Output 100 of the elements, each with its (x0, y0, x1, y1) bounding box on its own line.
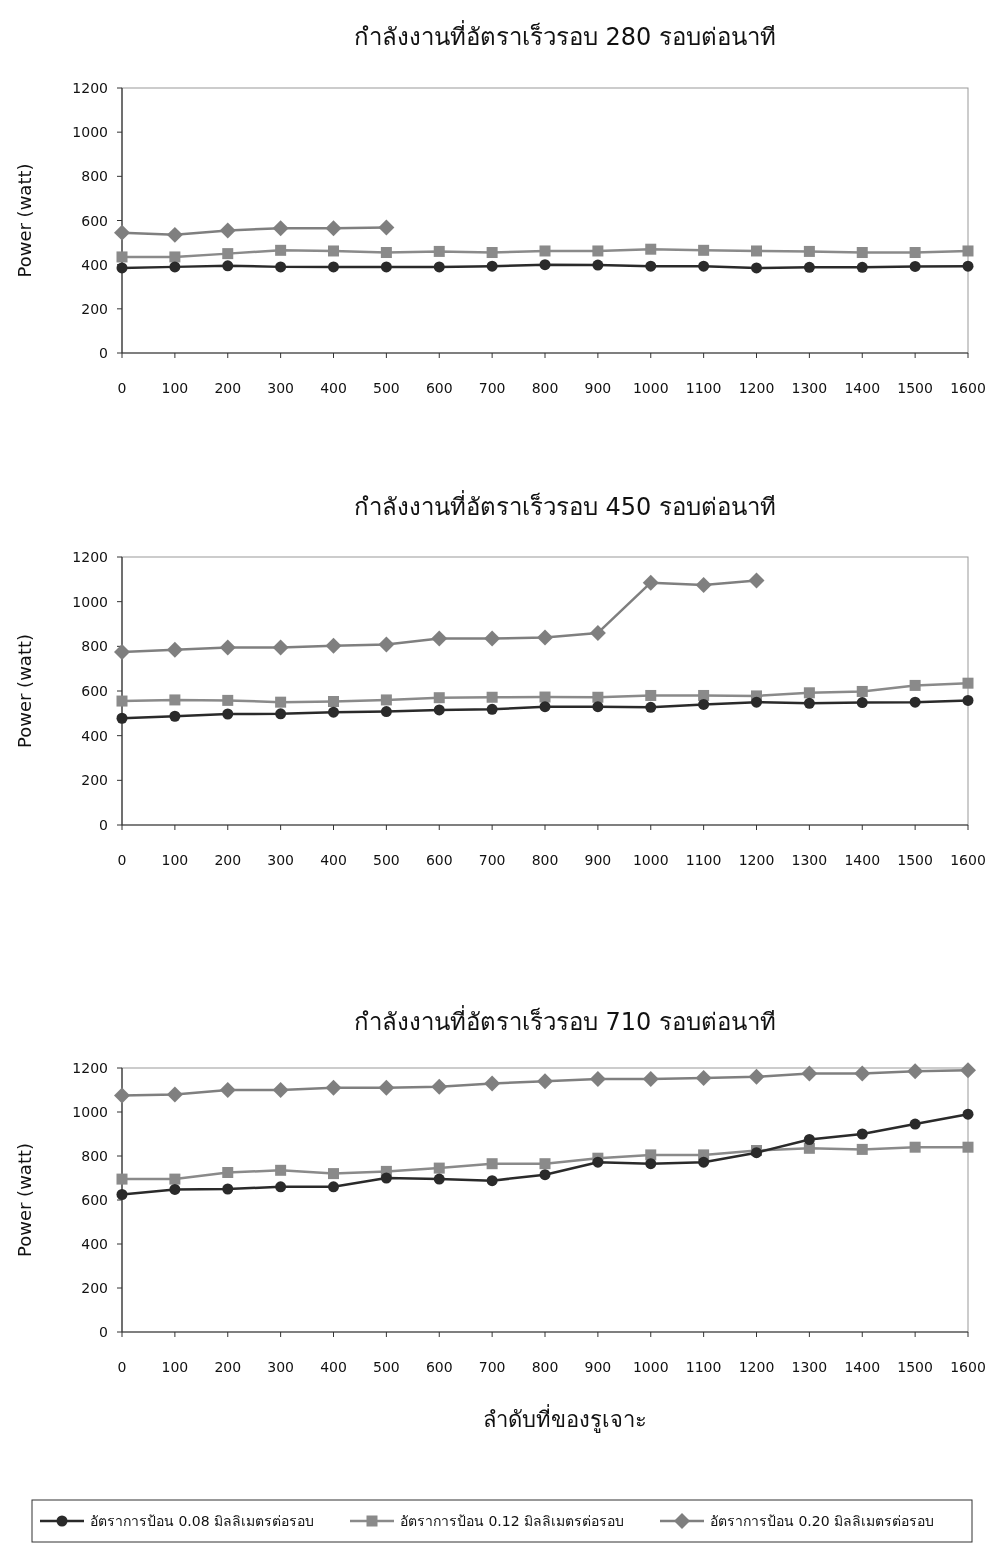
point (539, 259, 551, 271)
chart-title: กำลังงานที่อัตราเร็วรอบ 710 รอบต่อนาที (353, 1005, 777, 1036)
point (486, 260, 498, 272)
y-tick-label: 1200 (72, 549, 108, 565)
x-tick-label: 400 (320, 852, 347, 868)
point (433, 692, 445, 704)
point (803, 697, 815, 709)
point (380, 1172, 392, 1184)
point (589, 624, 606, 641)
point (380, 694, 392, 706)
y-tick-label: 600 (81, 212, 108, 229)
x-tick-label: 200 (214, 1359, 242, 1375)
point (116, 1173, 128, 1185)
point (962, 260, 974, 272)
y-axis-title: Power (watt) (14, 633, 35, 749)
x-tick-label: 900 (584, 852, 612, 868)
point (222, 1183, 234, 1195)
x-tick-label: 200 (214, 380, 242, 396)
point (909, 679, 921, 691)
x-tick-label: 1000 (632, 380, 669, 396)
point (539, 691, 551, 703)
y-tick-label: 200 (81, 772, 108, 789)
point (328, 696, 339, 707)
point (751, 245, 762, 257)
point (803, 687, 815, 699)
y-tick-label: 1000 (72, 593, 108, 610)
y-tick-label: 200 (81, 300, 108, 317)
x-tick-label: 1000 (632, 852, 669, 868)
point (328, 706, 339, 718)
point (484, 630, 501, 647)
point (433, 1173, 445, 1185)
point (275, 1164, 287, 1176)
point (169, 261, 181, 273)
point (803, 1142, 815, 1154)
y-tick-label: 400 (81, 727, 108, 744)
x-tick-label: 0 (117, 380, 127, 396)
point (856, 261, 868, 273)
point (539, 245, 551, 257)
point (325, 220, 342, 237)
point (484, 1075, 501, 1092)
y-axis-title: Power (watt) (14, 163, 35, 278)
point (275, 708, 287, 720)
x-tick-label: 800 (531, 1359, 559, 1375)
x-tick-label: 0 (117, 1359, 127, 1375)
y-axis-title: Power (watt) (14, 1142, 35, 1258)
point (328, 245, 339, 257)
point (909, 1141, 921, 1153)
point (748, 1068, 765, 1085)
y-tick-label: 600 (81, 683, 108, 699)
point (166, 1086, 183, 1103)
point (909, 260, 921, 272)
point (486, 1158, 498, 1170)
point (803, 1134, 815, 1145)
x-tick-label: 300 (267, 852, 294, 868)
point (114, 643, 130, 660)
point (962, 677, 974, 689)
point (222, 248, 234, 260)
point (169, 710, 181, 722)
point (962, 245, 974, 257)
x-tick-label: 500 (373, 380, 400, 396)
point (116, 262, 128, 274)
point (854, 1065, 871, 1082)
point (909, 696, 921, 708)
point (325, 637, 342, 654)
point (275, 261, 287, 273)
x-tick-label: 1000 (632, 1359, 669, 1375)
x-tick-label: 1100 (685, 380, 722, 396)
x-tick-label: 1500 (897, 1359, 933, 1375)
point (222, 694, 234, 706)
x-tick-label: 1600 (950, 852, 986, 868)
x-tick-label: 1300 (791, 852, 828, 868)
point (962, 694, 974, 706)
point (909, 1118, 921, 1130)
point (751, 696, 762, 708)
y-tick-label: 1200 (72, 80, 108, 96)
point (589, 1071, 606, 1087)
point (222, 1167, 234, 1178)
point (801, 1065, 818, 1082)
point (380, 247, 392, 259)
point (486, 1175, 498, 1187)
point (695, 576, 712, 593)
point (328, 1168, 339, 1180)
point (486, 691, 498, 703)
point (592, 701, 604, 713)
point (539, 1169, 551, 1181)
point (114, 1087, 130, 1104)
point (166, 641, 183, 658)
y-tick-label: 400 (81, 1236, 108, 1252)
x-tick-label: 1200 (738, 852, 775, 868)
x-tick-label: 1500 (897, 380, 933, 396)
point (431, 1078, 448, 1095)
x-tick-label: 400 (320, 1359, 347, 1375)
y-tick-label: 400 (81, 256, 108, 273)
x-tick-label: 700 (478, 380, 506, 396)
point (642, 1071, 659, 1087)
x-tick-label: 300 (267, 1359, 294, 1375)
point (645, 1149, 657, 1161)
point (272, 220, 289, 237)
point (856, 697, 868, 709)
point (645, 701, 657, 713)
